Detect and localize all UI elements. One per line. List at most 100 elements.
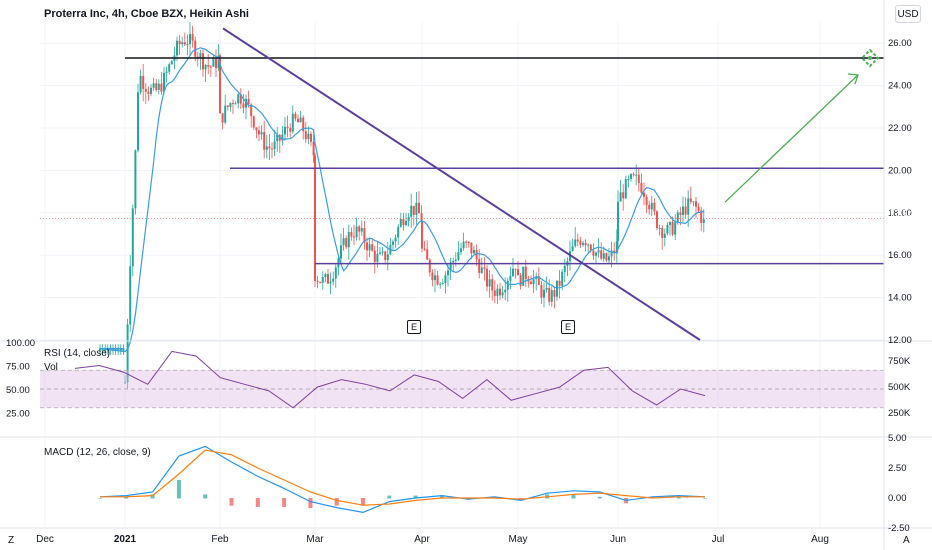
- candle-body: [653, 202, 656, 212]
- x-tick-label: Feb: [211, 534, 229, 545]
- candle-body: [239, 94, 242, 104]
- candle-body: [124, 382, 126, 384]
- rsi-line: [74, 350, 706, 409]
- candle-body: [312, 141, 315, 156]
- macd-label[interactable]: MACD (12, 26, close, 9): [44, 447, 151, 458]
- candle-body: [183, 42, 186, 45]
- candle-body: [645, 196, 648, 205]
- candle-body: [245, 98, 247, 108]
- candle-body: [558, 280, 561, 286]
- macd-histogram-bar: [439, 495, 444, 499]
- y-tick-label: 16.00: [888, 250, 912, 261]
- candle-body: [692, 201, 695, 203]
- log-toggle[interactable]: Z: [8, 535, 15, 546]
- macd-histogram-bar: [203, 494, 208, 499]
- candle-body: [441, 283, 444, 285]
- candle-body: [355, 226, 358, 238]
- candle-body: [114, 348, 117, 351]
- candle-body: [217, 55, 220, 69]
- vol-tick-label: 500K: [888, 382, 911, 393]
- rsi-label[interactable]: RSI (14, close): [44, 348, 111, 359]
- macd-histogram-bar: [703, 498, 707, 499]
- candle-body: [602, 253, 605, 259]
- candle-body: [402, 219, 405, 226]
- candle-body: [310, 133, 312, 142]
- candle-body: [215, 58, 217, 69]
- candle-body: [119, 348, 122, 351]
- candle-body: [663, 233, 666, 238]
- candle-body: [615, 240, 618, 254]
- candle-body: [176, 40, 178, 56]
- candle-body: [289, 128, 292, 132]
- candle-body: [473, 249, 475, 254]
- macd-histogram-bar: [98, 498, 102, 499]
- candle-body: [163, 72, 165, 92]
- candle-body: [373, 250, 376, 262]
- candle-body: [381, 251, 384, 253]
- candle-body: [587, 244, 590, 246]
- candle-body: [412, 205, 415, 215]
- candle-body: [617, 201, 619, 241]
- candle-body: [493, 290, 496, 296]
- candle-body: [181, 42, 184, 45]
- candle-body: [488, 279, 491, 287]
- target-arrow-head: [847, 73, 859, 85]
- candle-body: [122, 348, 125, 351]
- y-tick-label: 24.00: [888, 81, 912, 92]
- candle-body: [247, 98, 250, 105]
- candle-body: [196, 56, 199, 58]
- candle-body: [144, 88, 147, 92]
- candle-body: [650, 202, 653, 210]
- candle-body: [376, 253, 379, 262]
- candle-body: [237, 94, 240, 104]
- price-pane[interactable]: [40, 22, 884, 389]
- candle-body: [212, 58, 215, 67]
- candle-body: [656, 211, 658, 229]
- candle-body: [268, 146, 271, 149]
- candle-body: [669, 221, 671, 225]
- candle-body: [610, 250, 613, 257]
- candle-body: [506, 280, 509, 290]
- y-tick-label: 22.00: [888, 123, 912, 134]
- candle-body: [142, 75, 145, 89]
- candle-body: [640, 182, 643, 193]
- candle-body: [229, 103, 232, 107]
- rsi-tick-label: 75.00: [6, 362, 30, 373]
- candle-body: [491, 279, 494, 291]
- candle-body: [452, 260, 455, 263]
- candle-body: [178, 40, 181, 45]
- candle-body: [242, 103, 245, 108]
- candle-body: [347, 231, 350, 248]
- candle-body: [470, 242, 473, 254]
- candle-body: [342, 238, 345, 246]
- earnings-marker-apr[interactable]: E: [407, 320, 421, 334]
- candle-body: [540, 284, 543, 298]
- vol-label[interactable]: Vol: [44, 362, 58, 373]
- candle-body: [687, 198, 690, 215]
- candle-body: [576, 239, 579, 242]
- candle-body: [592, 250, 595, 256]
- rsi-tick-label: 50.00: [6, 385, 30, 396]
- candle-body: [379, 252, 381, 254]
- candle-body: [297, 118, 299, 123]
- rsi-pane[interactable]: [40, 350, 884, 409]
- downtrend-line: [222, 27, 701, 341]
- auto-scale-toggle[interactable]: A: [903, 535, 910, 546]
- candle-body: [537, 276, 540, 285]
- candle-body: [152, 83, 155, 88]
- candle-body: [165, 71, 168, 73]
- candle-body: [394, 237, 397, 242]
- macd-pane[interactable]: [98, 445, 707, 514]
- candle-body: [340, 245, 342, 259]
- currency-button[interactable]: USD: [895, 5, 921, 23]
- candle-body: [314, 155, 316, 282]
- candle-body: [399, 219, 402, 227]
- candle-body: [426, 249, 429, 260]
- candle-body: [700, 210, 703, 223]
- candle-body: [496, 288, 499, 296]
- earnings-marker-may[interactable]: E: [561, 320, 575, 334]
- candle-body: [304, 131, 307, 140]
- candle-body: [635, 174, 638, 176]
- macd-histogram-bar: [361, 498, 366, 506]
